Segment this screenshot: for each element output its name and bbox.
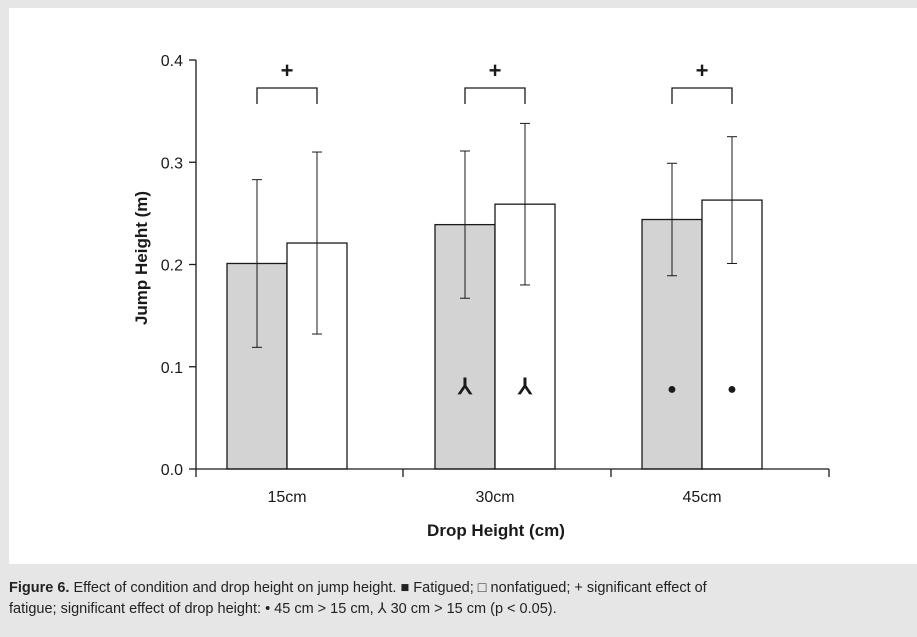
significance-bracket-45cm bbox=[671, 87, 733, 104]
significance-bracket-15cm bbox=[256, 87, 318, 104]
significance-mark-15cm: + bbox=[281, 58, 294, 83]
y-tick-label: 0.2 bbox=[161, 258, 183, 275]
x-tick-label-45cm: 45cm bbox=[682, 489, 721, 506]
y-axis-title: Jump Height (m) bbox=[132, 191, 151, 325]
y-tick-label: 0.3 bbox=[161, 155, 183, 172]
x-tick-label-30cm: 30cm bbox=[475, 489, 514, 506]
y-tick-label: 0.1 bbox=[161, 360, 183, 377]
y-tick-label: 0.0 bbox=[161, 462, 183, 479]
bar-marker-45cm: ● bbox=[727, 381, 737, 398]
x-tick-label-15cm: 15cm bbox=[267, 489, 306, 506]
significance-mark-30cm: + bbox=[489, 58, 502, 83]
significance-mark-45cm: + bbox=[696, 58, 709, 83]
x-axis-title: Drop Height (cm) bbox=[427, 521, 565, 540]
figure-caption: Figure 6. Effect of condition and drop h… bbox=[9, 578, 915, 620]
bar-marker-30cm: ⅄ bbox=[457, 374, 473, 399]
y-tick-label: 0.4 bbox=[161, 53, 183, 70]
significance-bracket-30cm bbox=[464, 87, 526, 104]
caption-text: Effect of condition and drop height on j… bbox=[9, 580, 707, 617]
bar-chart: ⅄ ⅄ ● ● + + + 15cm 30cm 45cm 0.0 0.1 0.2 0.3 0.4 Dro… bbox=[132, 53, 830, 540]
caption-label: Figure 6. bbox=[9, 580, 70, 596]
figure-panel: ⅄ ⅄ ● ● + + + 15cm 30cm 45cm 0.0 0.1 0.2 0.3 0.4 Dro… bbox=[9, 8, 917, 564]
bar-marker-30cm: ⅄ bbox=[517, 374, 533, 399]
bar-marker-45cm: ● bbox=[667, 381, 677, 398]
